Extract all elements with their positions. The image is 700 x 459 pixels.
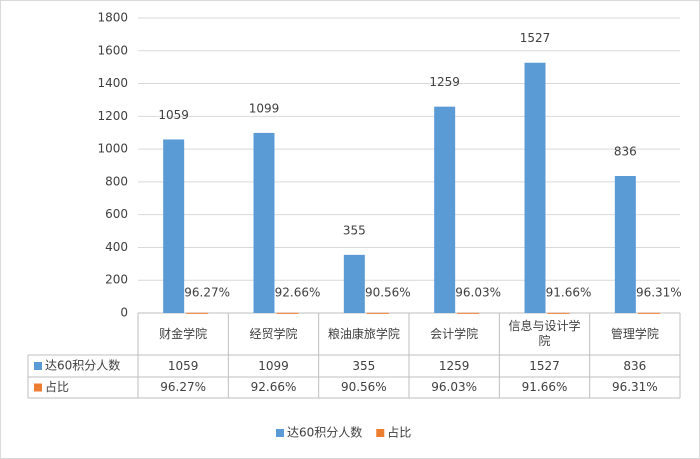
value-label: 1527 [520, 31, 551, 45]
table-legend-key [34, 383, 42, 392]
value-label: 836 [614, 144, 637, 158]
legend-key [276, 429, 284, 437]
bar [276, 312, 299, 314]
legend-label: 占比 [387, 425, 411, 440]
table-series-name: 达60积分人数 [45, 358, 120, 373]
y-tick-label: 800 [105, 174, 128, 188]
y-tick-label: 1600 [97, 43, 128, 57]
value-label: 91.66% [546, 285, 592, 299]
legend-label: 达60积分人数 [287, 425, 362, 440]
table-cell: 96.03% [431, 380, 478, 394]
bar [343, 254, 365, 313]
table-legend-key [34, 362, 42, 370]
x-tick-label: 财金学院 [159, 326, 208, 341]
bar [614, 175, 636, 313]
table-cell: 836 [623, 358, 647, 373]
table-cell: 355 [352, 358, 376, 373]
value-label: 1259 [429, 75, 460, 89]
y-tick-label: 600 [105, 207, 128, 221]
table-cell: 1059 [167, 358, 199, 373]
bar [547, 312, 570, 314]
y-tick-label: 1400 [97, 76, 128, 90]
table-cell: 90.56% [340, 380, 387, 394]
table-cell: 1099 [258, 358, 289, 373]
table-cell: 96.31% [611, 380, 658, 394]
bar [366, 312, 389, 314]
table-series-name: 占比 [45, 379, 69, 394]
bar [434, 106, 456, 314]
value-label: 92.66% [275, 285, 321, 299]
x-tick-label: 粮油康旅学院 [327, 326, 400, 341]
value-label: 355 [343, 223, 366, 237]
y-tick-label: 1200 [97, 109, 128, 123]
y-tick-label: 1000 [97, 142, 128, 156]
value-label: 1059 [158, 108, 189, 122]
x-tick-label: 信息与设计学院 [508, 319, 581, 348]
table-cell: 1527 [529, 358, 560, 373]
legend-key [376, 429, 385, 437]
value-label: 96.03% [455, 285, 501, 299]
bar [524, 62, 546, 313]
x-tick-label: 管理学院 [610, 326, 659, 341]
value-label: 1099 [249, 101, 280, 115]
table-cell: 92.66% [250, 380, 297, 394]
x-tick-label: 会计学院 [430, 326, 479, 341]
y-tick-label: 0 [120, 306, 128, 320]
bar [186, 312, 209, 314]
value-label: 96.31% [636, 285, 682, 299]
bar [253, 132, 275, 313]
bar [637, 312, 660, 314]
bar [457, 312, 480, 314]
table-cell: 1259 [438, 358, 470, 373]
y-tick-label: 1800 [97, 11, 128, 25]
y-tick-label: 200 [105, 273, 128, 287]
bar [163, 139, 185, 313]
value-label: 96.27% [184, 285, 230, 299]
table-cell: 91.66% [521, 380, 568, 394]
y-tick-label: 400 [105, 240, 128, 254]
value-label: 90.56% [365, 285, 411, 299]
x-tick-label: 经贸学院 [249, 326, 298, 341]
table-cell: 96.27% [160, 380, 207, 394]
